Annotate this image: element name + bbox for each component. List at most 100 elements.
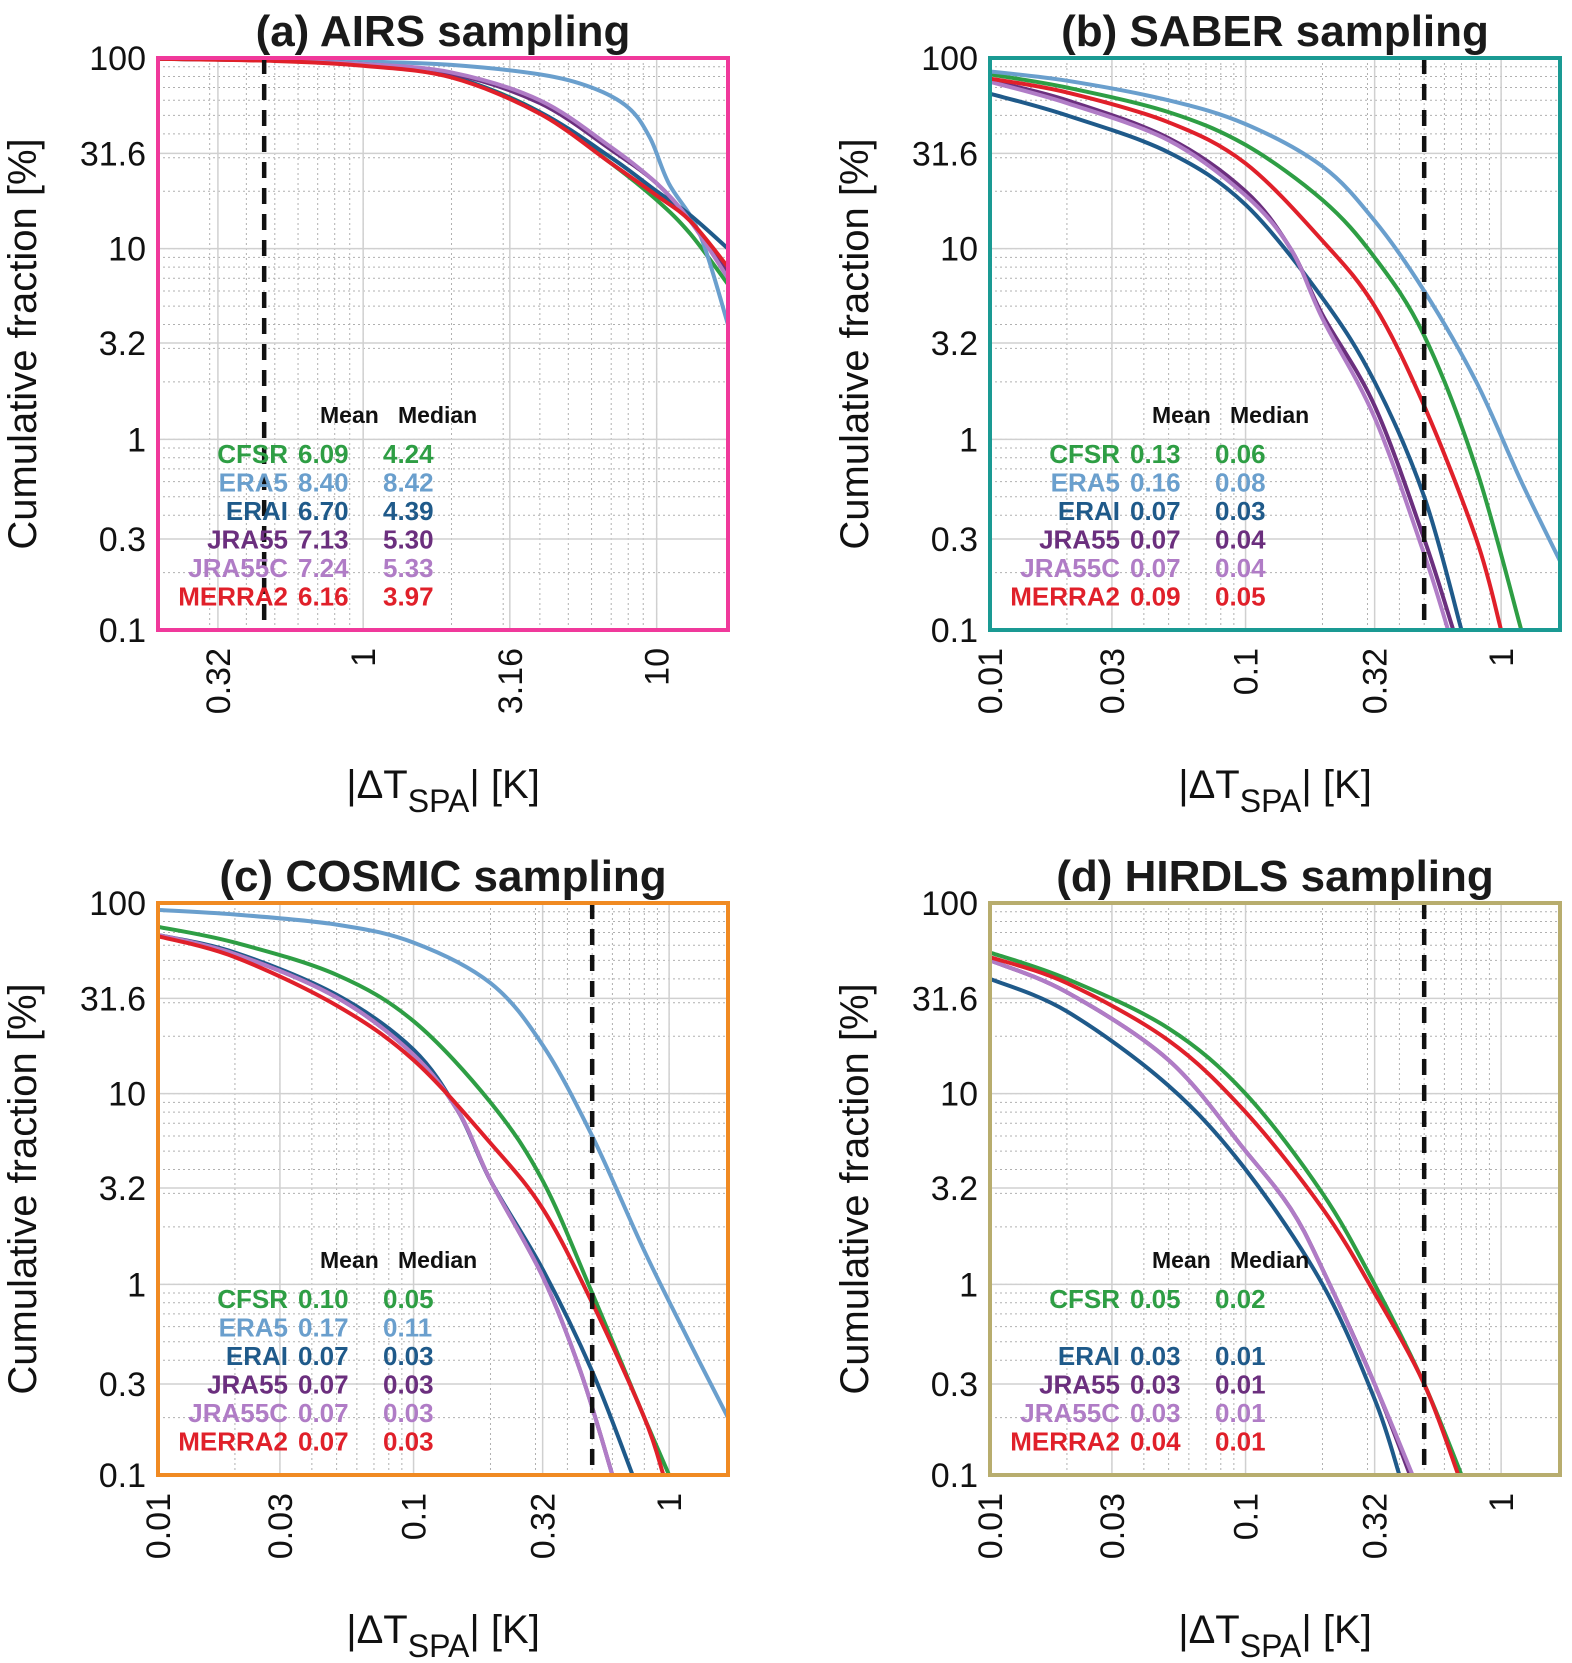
stats-median-merra2: 0.01 bbox=[1215, 1427, 1266, 1457]
stats-mean-cfsr: 0.13 bbox=[1130, 439, 1181, 469]
series-group bbox=[990, 69, 1560, 630]
series-line-era5 bbox=[158, 907, 728, 1420]
stats-mean-era5: 0.17 bbox=[298, 1313, 349, 1343]
y-tick-label: 0.3 bbox=[931, 1366, 978, 1404]
stats-name-erai: ERAI bbox=[226, 1341, 288, 1371]
y-tick-label: 3.2 bbox=[931, 1170, 978, 1208]
x-tick-label: 0.03 bbox=[1094, 648, 1132, 714]
x-tick-label: 10 bbox=[639, 648, 677, 686]
stats-median-erai: 4.39 bbox=[383, 496, 434, 526]
y-tick-label: 100 bbox=[89, 885, 146, 923]
y-tick-label: 0.1 bbox=[931, 612, 978, 650]
stats-name-cfsr: CFSR bbox=[217, 439, 288, 469]
stats-median-cfsr: 0.06 bbox=[1215, 439, 1266, 469]
stats-median-jra55: 0.03 bbox=[383, 1370, 434, 1400]
stats-mean-jra55c: 0.03 bbox=[1130, 1398, 1181, 1428]
stats-mean-jra55: 0.03 bbox=[1130, 1370, 1181, 1400]
stats-mean-cfsr: 6.09 bbox=[298, 439, 349, 469]
x-tick-label: 1 bbox=[345, 648, 383, 667]
stats-name-jra55c: JRA55C bbox=[188, 553, 288, 583]
y-tick-label: 10 bbox=[940, 231, 978, 269]
stats-name-jra55c: JRA55C bbox=[1020, 1398, 1120, 1428]
x-tick-label: 1 bbox=[651, 1493, 689, 1512]
x-tick-label: 0.01 bbox=[972, 1493, 1010, 1559]
stats-name-jra55c: JRA55C bbox=[1020, 553, 1120, 583]
y-tick-label: 3.2 bbox=[99, 1170, 146, 1208]
x-tick-label: 0.01 bbox=[140, 1493, 178, 1559]
stats-mean-merra2: 6.16 bbox=[298, 582, 349, 612]
stats-header-mean: Mean bbox=[320, 1247, 379, 1273]
x-axis-label: |ΔTSPA| [K] bbox=[346, 763, 540, 819]
y-axis-label: Cumulative fraction [%] bbox=[833, 138, 877, 549]
x-tick-label: 0.32 bbox=[1357, 1493, 1395, 1559]
x-tick-label: 0.32 bbox=[1357, 648, 1395, 714]
stats-name-jra55: JRA55 bbox=[207, 525, 288, 555]
stats-median-jra55c: 0.01 bbox=[1215, 1398, 1266, 1428]
stats-name-erai: ERAI bbox=[1058, 496, 1120, 526]
stats-median-merra2: 0.05 bbox=[1215, 582, 1266, 612]
stats-mean-jra55: 0.07 bbox=[1130, 525, 1181, 555]
stats-mean-jra55: 7.13 bbox=[298, 525, 349, 555]
plot-frame bbox=[156, 901, 730, 1477]
stats-mean-merra2: 0.09 bbox=[1130, 582, 1181, 612]
y-axis-label: Cumulative fraction [%] bbox=[833, 983, 877, 1394]
y-tick-label: 31.6 bbox=[912, 980, 978, 1018]
x-axis-label-main: |ΔT bbox=[1178, 1608, 1240, 1652]
stats-median-era5: 0.11 bbox=[383, 1313, 432, 1343]
plot-frame bbox=[156, 56, 730, 632]
x-tick-label: 0.32 bbox=[200, 648, 238, 714]
panel-b: (b) SABER sampling10031.6103.210.30.10.0… bbox=[833, 7, 1562, 819]
stats-median-era5: 8.42 bbox=[383, 468, 434, 498]
x-axis-label-end: | [K] bbox=[469, 1608, 539, 1652]
stats-median-jra55c: 5.33 bbox=[383, 553, 434, 583]
series-line-merra2 bbox=[990, 955, 1461, 1475]
series-line-era5 bbox=[990, 69, 1560, 563]
x-axis-label: |ΔTSPA| [K] bbox=[346, 1608, 540, 1663]
stats-mean-jra55c: 0.07 bbox=[298, 1398, 349, 1428]
stats-name-cfsr: CFSR bbox=[1049, 439, 1120, 469]
y-tick-label: 0.3 bbox=[931, 521, 978, 559]
stats-mean-jra55: 0.07 bbox=[298, 1370, 349, 1400]
stats-header-median: Median bbox=[1230, 1247, 1309, 1273]
y-tick-label: 0.3 bbox=[99, 521, 146, 559]
panel-d: (d) HIRDLS sampling10031.6103.210.30.10.… bbox=[833, 852, 1562, 1663]
x-axis-label-main: |ΔT bbox=[346, 763, 408, 807]
x-tick-label: 1 bbox=[1483, 1493, 1521, 1512]
stats-median-jra55: 0.01 bbox=[1215, 1370, 1266, 1400]
stats-median-erai: 0.01 bbox=[1215, 1341, 1266, 1371]
x-axis-label-end: | [K] bbox=[1301, 1608, 1371, 1652]
x-axis-label-subscript: SPA bbox=[408, 1628, 470, 1663]
stats-median-merra2: 3.97 bbox=[383, 582, 434, 612]
stats-name-jra55: JRA55 bbox=[1039, 1370, 1120, 1400]
grid bbox=[158, 903, 728, 1475]
grid bbox=[158, 58, 728, 630]
panel-title: (c) COSMIC sampling bbox=[219, 852, 666, 901]
y-tick-label: 31.6 bbox=[912, 135, 978, 173]
stats-header-mean: Mean bbox=[1152, 1247, 1211, 1273]
stats-header-mean: Mean bbox=[320, 402, 379, 428]
stats-mean-erai: 0.03 bbox=[1130, 1341, 1181, 1371]
y-tick-label: 0.1 bbox=[99, 1457, 146, 1495]
series-line-merra2 bbox=[158, 58, 728, 270]
y-tick-label: 0.1 bbox=[931, 1457, 978, 1495]
stats-mean-erai: 0.07 bbox=[1130, 496, 1181, 526]
stats-name-merra2: MERRA2 bbox=[1010, 1427, 1120, 1457]
y-tick-label: 1 bbox=[959, 1266, 978, 1304]
y-tick-label: 3.2 bbox=[931, 325, 978, 363]
stats-mean-era5: 0.16 bbox=[1130, 468, 1181, 498]
y-tick-label: 0.1 bbox=[99, 612, 146, 650]
y-tick-label: 100 bbox=[921, 40, 978, 78]
x-axis-label-end: | [K] bbox=[1301, 763, 1371, 807]
x-axis-label-subscript: SPA bbox=[408, 783, 470, 819]
x-tick-label: 3.16 bbox=[492, 648, 530, 714]
x-tick-label: 0.32 bbox=[525, 1493, 563, 1559]
y-tick-label: 31.6 bbox=[80, 980, 146, 1018]
stats-header-median: Median bbox=[1230, 402, 1309, 428]
y-tick-label: 31.6 bbox=[80, 135, 146, 173]
y-axis-label: Cumulative fraction [%] bbox=[1, 983, 45, 1394]
stats-name-cfsr: CFSR bbox=[1049, 1284, 1120, 1314]
stats-name-era5: ERA5 bbox=[219, 468, 288, 498]
stats-mean-era5: 8.40 bbox=[298, 468, 349, 498]
stats-mean-jra55c: 0.07 bbox=[1130, 553, 1181, 583]
grid bbox=[990, 58, 1560, 630]
